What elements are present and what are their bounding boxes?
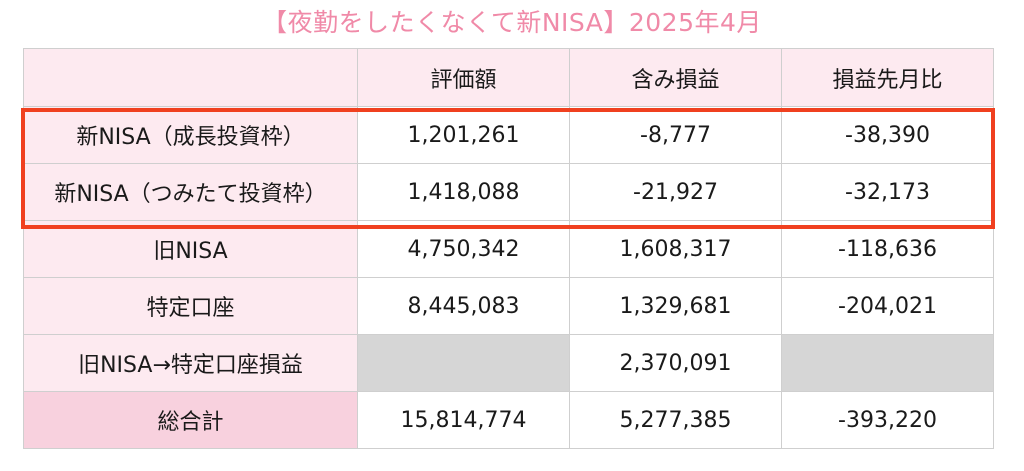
unrealized-cell: 1,608,317: [569, 220, 782, 278]
mom-cell: -204,021: [781, 277, 994, 335]
row-label: 旧NISA→特定口座損益: [23, 334, 358, 392]
total-mom-cell: -393,220: [781, 391, 994, 449]
mom-cell: -32,173: [781, 163, 994, 221]
unrealized-cell: -21,927: [569, 163, 782, 221]
portfolio-table: 評価額 含み損益 損益先月比 新NISA（成長投資枠） 1,201,261 -8…: [23, 48, 994, 449]
valuation-cell: 1,201,261: [357, 106, 570, 164]
table-row: 旧NISA→特定口座損益 2,370,091: [23, 334, 994, 392]
mom-cell: -38,390: [781, 106, 994, 164]
valuation-cell: 8,445,083: [357, 277, 570, 335]
unrealized-cell: 1,329,681: [569, 277, 782, 335]
total-row: 総合計 15,814,774 5,277,385 -393,220: [23, 391, 994, 449]
header-mom: 損益先月比: [781, 48, 994, 107]
total-unrealized-cell: 5,277,385: [569, 391, 782, 449]
total-valuation-cell: 15,814,774: [357, 391, 570, 449]
empty-cell: [781, 334, 994, 392]
mom-cell: -118,636: [781, 220, 994, 278]
row-label: 特定口座: [23, 277, 358, 335]
total-label: 総合計: [23, 391, 358, 449]
header-unrealized: 含み損益: [569, 48, 782, 107]
table-row: 新NISA（成長投資枠） 1,201,261 -8,777 -38,390: [23, 106, 994, 164]
header-corner-cell: [23, 48, 358, 107]
valuation-cell: 4,750,342: [357, 220, 570, 278]
unrealized-cell: -8,777: [569, 106, 782, 164]
unrealized-cell: 2,370,091: [569, 334, 782, 392]
page-title: 【夜勤をしたくなくて新NISA】2025年4月: [262, 8, 762, 37]
header-valuation: 評価額: [357, 48, 570, 107]
row-label: 旧NISA: [23, 220, 358, 278]
row-label: 新NISA（つみたて投資枠）: [23, 163, 358, 221]
table-row: 旧NISA 4,750,342 1,608,317 -118,636: [23, 220, 994, 278]
row-label: 新NISA（成長投資枠）: [23, 106, 358, 164]
header-row: 評価額 含み損益 損益先月比: [23, 48, 994, 107]
empty-cell: [357, 334, 570, 392]
table-row: 新NISA（つみたて投資枠） 1,418,088 -21,927 -32,173: [23, 163, 994, 221]
table-row: 特定口座 8,445,083 1,329,681 -204,021: [23, 277, 994, 335]
valuation-cell: 1,418,088: [357, 163, 570, 221]
